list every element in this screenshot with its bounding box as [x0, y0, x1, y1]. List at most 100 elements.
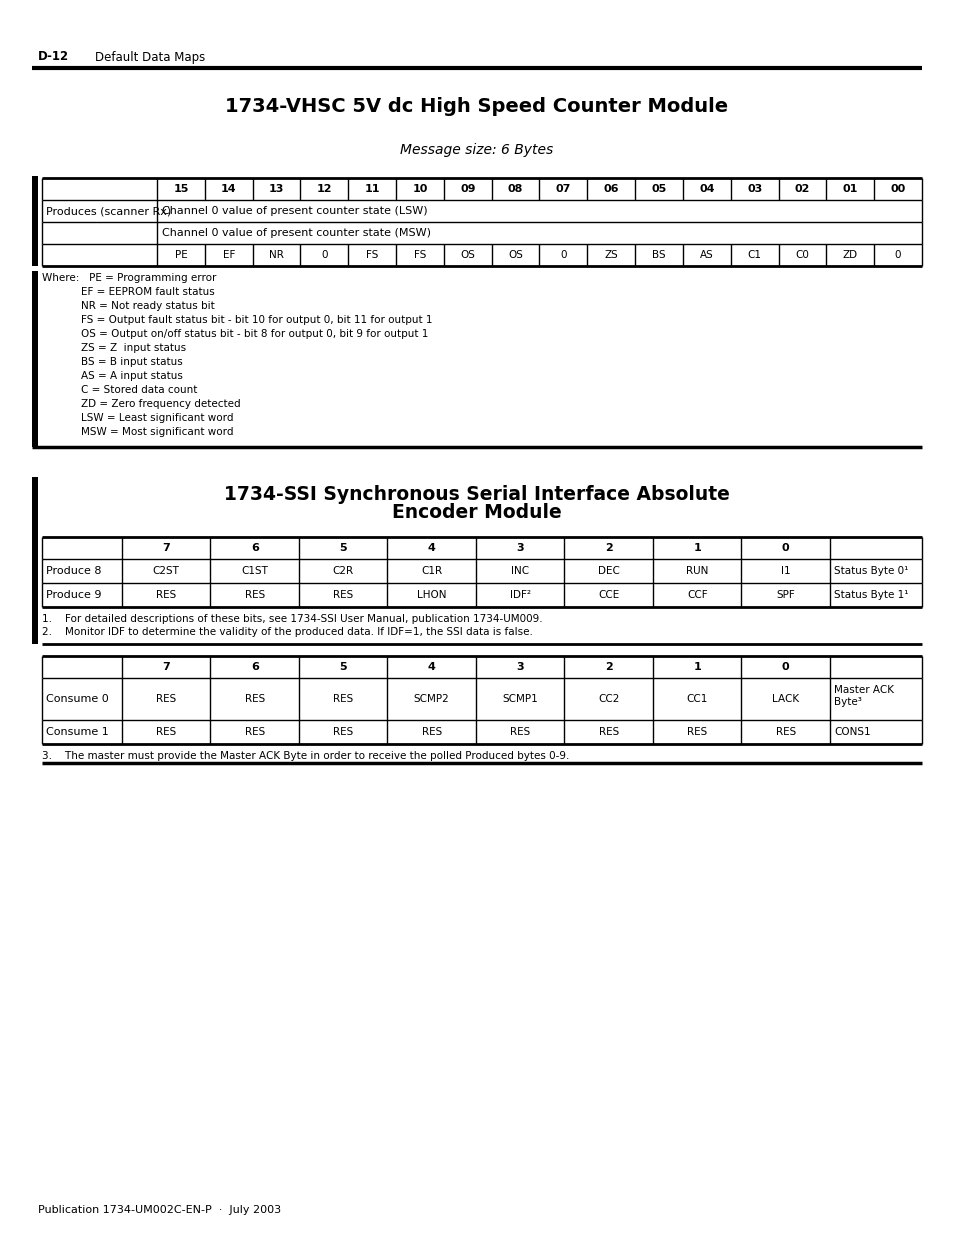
Text: 5: 5: [339, 662, 347, 672]
Text: BS: BS: [652, 249, 665, 261]
Text: MSW = Most significant word: MSW = Most significant word: [42, 427, 233, 437]
Text: 13: 13: [269, 184, 284, 194]
Text: RES: RES: [510, 727, 530, 737]
Text: 7: 7: [162, 543, 170, 553]
Text: 2: 2: [604, 543, 612, 553]
Text: 5: 5: [339, 543, 347, 553]
Text: Status Byte 0¹: Status Byte 0¹: [833, 566, 907, 576]
Text: RES: RES: [156, 727, 176, 737]
Text: C2R: C2R: [333, 566, 354, 576]
Text: Produces (scanner Rx): Produces (scanner Rx): [46, 206, 172, 216]
Text: RUN: RUN: [685, 566, 708, 576]
Text: ZS: ZS: [603, 249, 618, 261]
Text: 6: 6: [251, 543, 258, 553]
Text: 12: 12: [316, 184, 332, 194]
Text: FS: FS: [414, 249, 426, 261]
Text: EF: EF: [222, 249, 234, 261]
Text: 14: 14: [221, 184, 236, 194]
Text: C0: C0: [795, 249, 808, 261]
Text: AS: AS: [700, 249, 713, 261]
Text: DEC: DEC: [598, 566, 619, 576]
Bar: [32, 477, 38, 643]
Text: 4: 4: [427, 543, 436, 553]
Text: Message size: 6 Bytes: Message size: 6 Bytes: [400, 143, 553, 157]
Text: BS = B input status: BS = B input status: [42, 357, 183, 367]
Text: SCMP2: SCMP2: [414, 694, 449, 704]
Text: 06: 06: [603, 184, 618, 194]
Text: NR: NR: [269, 249, 284, 261]
Text: 0: 0: [781, 543, 789, 553]
Text: Consume 0: Consume 0: [46, 694, 109, 704]
Text: 00: 00: [889, 184, 904, 194]
Bar: [32, 177, 38, 200]
Text: CC1: CC1: [686, 694, 707, 704]
Text: RES: RES: [775, 727, 795, 737]
Text: 3.    The master must provide the Master ACK Byte in order to receive the polled: 3. The master must provide the Master AC…: [42, 751, 569, 761]
Text: RES: RES: [333, 694, 353, 704]
Text: 01: 01: [841, 184, 857, 194]
Text: Publication 1734-UM002C-EN-P  ·  July 2003: Publication 1734-UM002C-EN-P · July 2003: [38, 1205, 281, 1215]
Text: 07: 07: [556, 184, 571, 194]
Text: Channel 0 value of present counter state (MSW): Channel 0 value of present counter state…: [162, 228, 431, 238]
Text: Master ACK
Byte³: Master ACK Byte³: [833, 685, 893, 706]
Text: 7: 7: [162, 662, 170, 672]
Text: 3: 3: [516, 662, 523, 672]
Text: Encoder Module: Encoder Module: [392, 503, 561, 521]
Text: 10: 10: [412, 184, 427, 194]
Text: 1734-VHSC 5V dc High Speed Counter Module: 1734-VHSC 5V dc High Speed Counter Modul…: [225, 98, 728, 116]
Text: 0: 0: [894, 249, 901, 261]
Text: Where:   PE = Programming error: Where: PE = Programming error: [42, 273, 216, 283]
Text: FS = Output fault status bit - bit 10 for output 0, bit 11 for output 1: FS = Output fault status bit - bit 10 fo…: [42, 315, 432, 325]
Text: 1.    For detailed descriptions of these bits, see 1734-SSI User Manual, publica: 1. For detailed descriptions of these bi…: [42, 614, 542, 624]
Text: CCE: CCE: [598, 590, 618, 600]
Text: CC2: CC2: [598, 694, 618, 704]
Text: RES: RES: [598, 727, 618, 737]
Text: C1R: C1R: [420, 566, 442, 576]
Text: CONS1: CONS1: [833, 727, 870, 737]
Text: 15: 15: [173, 184, 189, 194]
Text: C = Stored data count: C = Stored data count: [42, 385, 197, 395]
Text: AS = A input status: AS = A input status: [42, 370, 183, 382]
Text: Consume 1: Consume 1: [46, 727, 109, 737]
Text: 6: 6: [251, 662, 258, 672]
Text: SPF: SPF: [776, 590, 794, 600]
Text: 09: 09: [459, 184, 475, 194]
Text: RES: RES: [686, 727, 706, 737]
Text: 1: 1: [693, 543, 700, 553]
Text: RES: RES: [244, 694, 265, 704]
Text: 1: 1: [693, 662, 700, 672]
Text: Produce 8: Produce 8: [46, 566, 101, 576]
Text: OS = Output on/off status bit - bit 8 for output 0, bit 9 for output 1: OS = Output on/off status bit - bit 8 fo…: [42, 329, 428, 338]
Text: PE: PE: [174, 249, 187, 261]
Text: Channel 0 value of present counter state (LSW): Channel 0 value of present counter state…: [162, 206, 427, 216]
Text: LHON: LHON: [416, 590, 446, 600]
Text: Produce 9: Produce 9: [46, 590, 101, 600]
Text: SCMP1: SCMP1: [502, 694, 537, 704]
Text: IDF²: IDF²: [509, 590, 530, 600]
Text: 08: 08: [507, 184, 523, 194]
Text: RES: RES: [244, 727, 265, 737]
Text: RES: RES: [156, 590, 176, 600]
Text: LSW = Least significant word: LSW = Least significant word: [42, 412, 233, 424]
Text: C1ST: C1ST: [241, 566, 268, 576]
Text: 1734-SSI Synchronous Serial Interface Absolute: 1734-SSI Synchronous Serial Interface Ab…: [224, 484, 729, 504]
Text: I1: I1: [781, 566, 790, 576]
Text: 11: 11: [364, 184, 379, 194]
Text: Default Data Maps: Default Data Maps: [95, 51, 205, 63]
Text: 05: 05: [651, 184, 666, 194]
Text: EF = EEPROM fault status: EF = EEPROM fault status: [42, 287, 214, 296]
Text: ZS = Z  input status: ZS = Z input status: [42, 343, 186, 353]
Bar: [32, 270, 38, 447]
Text: C1: C1: [747, 249, 760, 261]
Text: OS: OS: [508, 249, 522, 261]
Text: D-12: D-12: [38, 51, 69, 63]
Bar: [32, 222, 38, 245]
Text: 0: 0: [781, 662, 789, 672]
Text: NR = Not ready status bit: NR = Not ready status bit: [42, 301, 214, 311]
Text: LACK: LACK: [771, 694, 799, 704]
Text: INC: INC: [511, 566, 529, 576]
Text: 0: 0: [321, 249, 327, 261]
Bar: [32, 245, 38, 266]
Text: RES: RES: [156, 694, 176, 704]
Text: 2: 2: [604, 662, 612, 672]
